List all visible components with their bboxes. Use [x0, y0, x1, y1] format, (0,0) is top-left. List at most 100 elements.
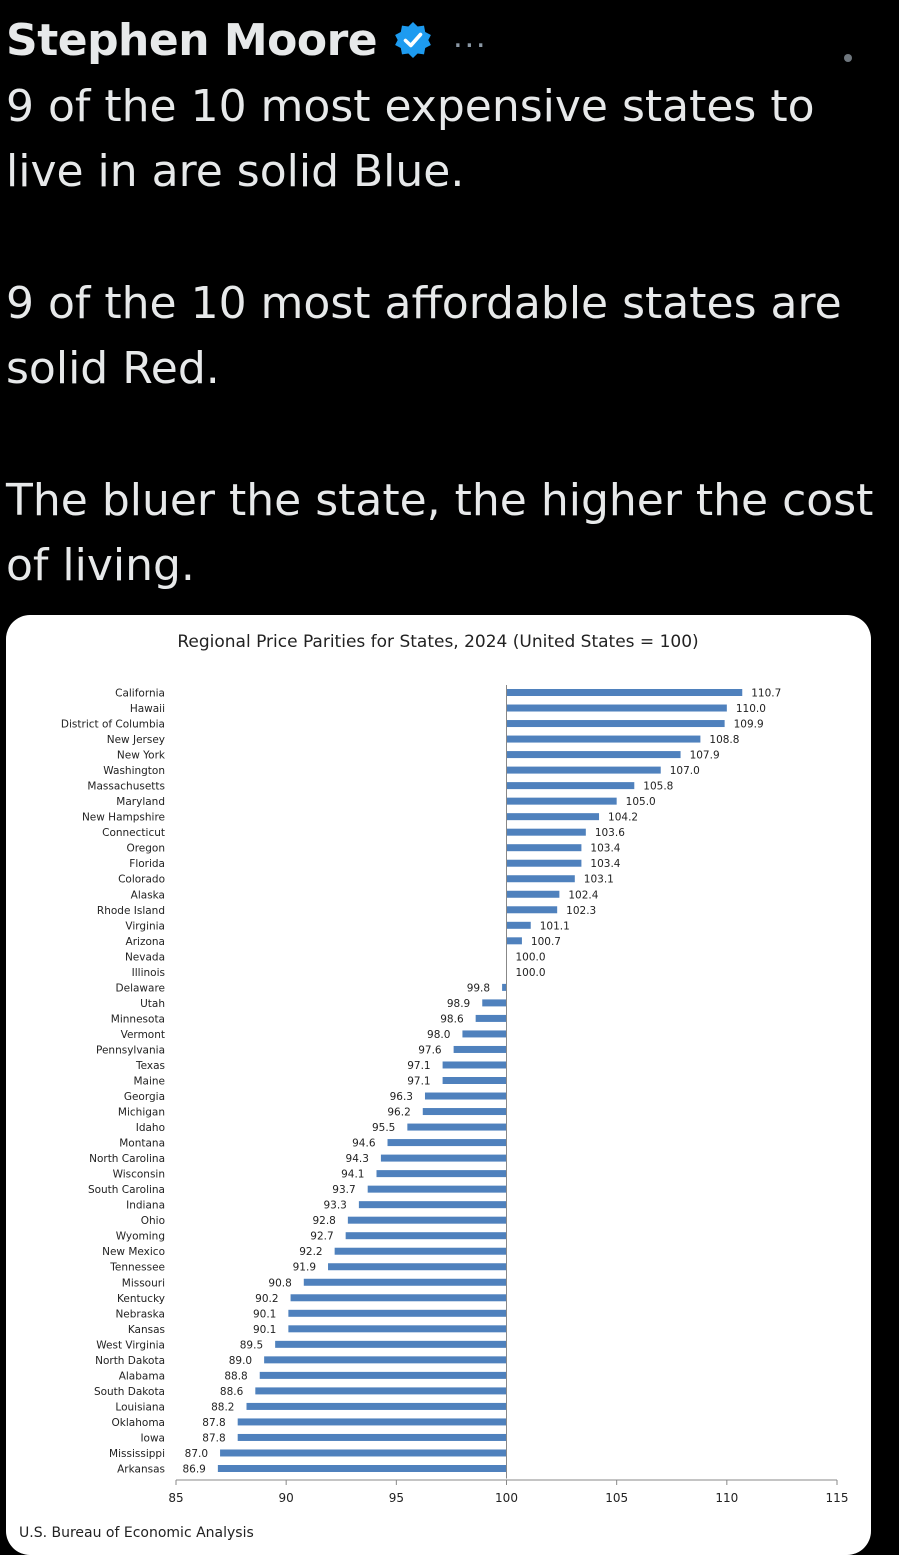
- chart-source: U.S. Bureau of Economic Analysis: [19, 1525, 254, 1541]
- category-label: West Virginia: [96, 1339, 165, 1351]
- bar: [217, 1465, 507, 1472]
- bar: [506, 704, 727, 712]
- category-label: New York: [117, 750, 166, 762]
- category-label: Texas: [135, 1060, 165, 1072]
- category-label: Utah: [140, 998, 165, 1010]
- category-label: Louisiana: [115, 1401, 165, 1413]
- category-label: California: [115, 688, 165, 700]
- bar: [506, 844, 582, 852]
- x-tick-label: 100: [495, 1491, 518, 1505]
- category-label: Massachusetts: [87, 781, 165, 793]
- bar: [506, 890, 560, 898]
- category-label: Pennsylvania: [96, 1044, 165, 1056]
- value-label: 105.0: [626, 796, 656, 808]
- more-options-icon[interactable]: ...: [453, 16, 488, 55]
- bar: [442, 1061, 507, 1069]
- value-label: 98.6: [440, 1013, 464, 1025]
- value-label: 102.4: [568, 889, 598, 901]
- x-tick-label: 105: [605, 1491, 628, 1505]
- author-name[interactable]: Stephen Moore: [6, 14, 378, 66]
- bar: [376, 1170, 507, 1178]
- category-label: Delaware: [116, 982, 165, 994]
- x-tick-label: 115: [826, 1491, 849, 1505]
- category-label: Ohio: [141, 1215, 165, 1227]
- verified-badge-icon[interactable]: [393, 20, 433, 60]
- value-label: 94.1: [341, 1169, 364, 1181]
- value-label: 90.2: [255, 1293, 278, 1305]
- value-label: 103.1: [584, 874, 614, 886]
- value-label: 99.8: [467, 982, 490, 994]
- category-label: Alaska: [131, 889, 165, 901]
- value-label: 109.9: [734, 719, 764, 731]
- value-label: 92.7: [310, 1231, 333, 1243]
- value-label: 89.5: [240, 1339, 263, 1351]
- value-label: 107.9: [690, 750, 720, 762]
- bar: [482, 999, 507, 1007]
- tweet-paragraph-1: 9 of the 10 most expensive states to liv…: [6, 81, 815, 197]
- bar: [424, 1092, 507, 1100]
- category-label: North Dakota: [95, 1355, 165, 1367]
- bar: [442, 1077, 507, 1084]
- value-label: 90.8: [268, 1277, 291, 1289]
- bar: [422, 1108, 507, 1116]
- tweet-header: Stephen Moore ...: [6, 12, 488, 68]
- value-label: 88.2: [211, 1401, 234, 1413]
- category-label: Georgia: [124, 1091, 165, 1103]
- bar: [453, 1045, 507, 1053]
- category-label: Rhode Island: [97, 905, 165, 917]
- category-label: Colorado: [118, 874, 165, 886]
- value-label: 100.0: [516, 967, 546, 979]
- category-label: Maine: [133, 1076, 165, 1088]
- bar: [506, 766, 661, 774]
- bar: [387, 1139, 507, 1147]
- category-label: South Carolina: [88, 1184, 165, 1196]
- bar: [275, 1340, 507, 1348]
- category-label: Kansas: [128, 1324, 165, 1336]
- value-label: 98.0: [427, 1029, 450, 1041]
- value-label: 88.6: [220, 1386, 244, 1398]
- category-label: District of Columbia: [61, 719, 165, 731]
- bar: [506, 813, 600, 821]
- category-label: Florida: [129, 858, 165, 870]
- value-label: 107.0: [670, 765, 700, 777]
- category-label: New Jersey: [107, 734, 165, 746]
- bar: [328, 1263, 507, 1271]
- bar: [380, 1154, 507, 1162]
- category-label: North Carolina: [89, 1153, 165, 1165]
- chart-title: Regional Price Parities for States, 2024…: [177, 632, 698, 652]
- bar: [506, 689, 743, 696]
- category-label: South Dakota: [94, 1386, 165, 1398]
- x-tick-label: 85: [168, 1491, 183, 1505]
- bar: [334, 1247, 507, 1255]
- bar: [347, 1216, 507, 1224]
- bar: [506, 735, 701, 743]
- category-label: New Hampshire: [82, 812, 165, 824]
- value-label: 97.6: [418, 1044, 442, 1056]
- tweet-paragraph-3: The bluer the state, the higher the cost…: [6, 475, 874, 591]
- category-label: Maryland: [116, 796, 165, 808]
- value-label: 102.3: [566, 905, 596, 917]
- bar: [506, 782, 635, 790]
- bar: [506, 720, 725, 728]
- value-label: 87.8: [202, 1417, 225, 1429]
- bar: [506, 906, 558, 914]
- category-label: New Mexico: [102, 1246, 165, 1258]
- value-label: 110.0: [736, 703, 766, 715]
- category-label: Nevada: [125, 951, 165, 963]
- category-label: Hawaii: [130, 703, 165, 715]
- category-label: Wyoming: [116, 1231, 165, 1243]
- chart-image[interactable]: Regional Price Parities for States, 2024…: [6, 615, 871, 1555]
- value-label: 103.4: [590, 858, 620, 870]
- value-label: 104.2: [608, 812, 638, 824]
- category-label: Idaho: [136, 1122, 165, 1134]
- bar: [506, 875, 575, 883]
- value-label: 105.8: [643, 781, 673, 793]
- category-label: Arizona: [126, 936, 165, 948]
- value-label: 103.4: [590, 843, 620, 855]
- category-label: Kentucky: [117, 1293, 165, 1305]
- value-label: 94.3: [346, 1153, 369, 1165]
- tweet-text: 9 of the 10 most expensive states to liv…: [6, 74, 886, 598]
- category-label: Virginia: [125, 920, 165, 932]
- category-label: Vermont: [121, 1029, 165, 1041]
- value-label: 97.1: [407, 1076, 430, 1088]
